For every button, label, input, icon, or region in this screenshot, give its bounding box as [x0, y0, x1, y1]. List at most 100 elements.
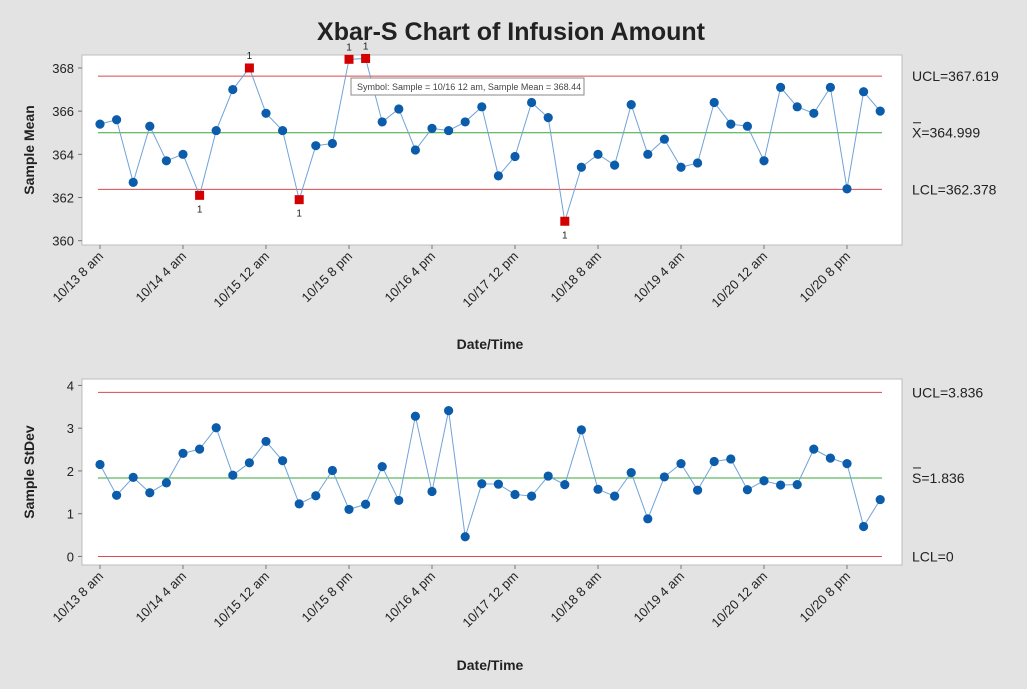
s-data-point — [311, 491, 321, 501]
s-data-point — [178, 448, 188, 458]
s-y-tick-label: 1 — [67, 507, 74, 522]
s-data-point — [112, 490, 122, 500]
xbar-data-point — [709, 97, 719, 108]
s-data-point — [859, 521, 869, 532]
xbar-data-point — [410, 145, 420, 155]
xbar-data-point — [809, 108, 819, 118]
xbar-data-point — [610, 160, 620, 170]
xbar-y-tick-label: 364 — [52, 147, 74, 162]
xbar-y-tick-label: 368 — [52, 61, 74, 76]
xbar-flag-label: 1 — [296, 209, 302, 220]
xbar-flag-label: 1 — [363, 41, 369, 52]
xbar-data-point — [576, 162, 587, 172]
xbar-data-point — [427, 123, 437, 134]
xbar-data-point — [327, 138, 337, 149]
s-y-tick-label: 2 — [67, 464, 74, 479]
xbar-data-point — [112, 115, 122, 125]
s-lcl-label: LCL=0 — [912, 548, 954, 564]
s-data-point — [278, 456, 288, 466]
s-y-tick-label: 0 — [67, 549, 74, 564]
s-data-point — [792, 480, 802, 490]
xbar-flag-label: 1 — [197, 204, 203, 215]
s-data-point — [161, 478, 171, 488]
s-data-point — [726, 454, 736, 464]
s-data-point — [444, 406, 454, 416]
s-data-point — [693, 485, 703, 495]
xbar-data-point — [493, 171, 503, 181]
s-data-point — [626, 468, 636, 478]
data-tooltip: Symbol: Sample = 10/16 12 am, Sample Mea… — [350, 77, 585, 96]
s-data-point — [211, 423, 221, 433]
xbar-data-point — [859, 87, 869, 97]
s-data-point — [477, 479, 487, 489]
s-data-point — [825, 453, 836, 463]
s-plot-area — [81, 378, 903, 566]
xbar-data-point — [842, 184, 852, 194]
s-y-axis-label: Sample StDev — [21, 425, 37, 519]
xbar-data-point — [776, 82, 786, 92]
xbar-data-point — [875, 106, 885, 116]
s-y-tick-label: 3 — [67, 421, 74, 436]
s-data-point — [145, 488, 155, 498]
s-data-point — [195, 444, 205, 454]
s-data-point — [228, 470, 238, 480]
s-y-tick-label: 4 — [67, 378, 74, 393]
s-data-point — [759, 476, 769, 486]
s-data-point — [576, 425, 587, 435]
xbar-series-line — [99, 57, 881, 222]
xbar-data-point — [278, 125, 288, 136]
xbar-data-point — [510, 151, 520, 162]
xbar-y-axis-label: Sample Mean — [21, 105, 37, 194]
xbar-data-point — [95, 119, 105, 129]
xbar-y-tick-label: 362 — [52, 191, 74, 206]
s-data-point — [361, 499, 371, 509]
xbar-data-point — [161, 156, 171, 166]
xbar-lcl-label: LCL=362.378 — [912, 181, 997, 197]
s-data-point — [294, 499, 304, 509]
xbar-data-point — [145, 121, 155, 131]
xbar-data-point — [211, 125, 221, 136]
s-data-point — [410, 411, 420, 421]
s-data-point — [128, 472, 138, 482]
xbar-out-of-control-point — [361, 53, 371, 63]
xbar-data-point — [742, 121, 753, 131]
xbar-flag-label: 1 — [247, 51, 253, 62]
xbar-out-of-control-point — [244, 63, 254, 73]
s-data-point — [659, 472, 670, 482]
xbar-data-point — [643, 149, 653, 159]
xbar-data-point — [178, 149, 188, 159]
s-data-point — [742, 485, 753, 495]
xbar-flag-label: 1 — [346, 42, 352, 53]
s-data-point — [676, 459, 686, 469]
xbar-y-tick-label: 360 — [52, 234, 74, 249]
xbar-data-point — [825, 82, 836, 92]
xbar-data-point — [477, 102, 487, 112]
tooltip-box — [350, 77, 585, 96]
xbar-center-label: X=364.999 — [912, 125, 980, 141]
s-data-point — [543, 471, 553, 481]
s-data-point — [493, 479, 503, 489]
xbar-data-point — [261, 108, 271, 118]
xbar-data-point — [460, 117, 470, 127]
s-data-point — [377, 462, 387, 472]
s-data-point — [643, 514, 653, 524]
xbar-data-point — [593, 149, 603, 159]
xbar-data-point — [693, 158, 703, 168]
xbar-data-point — [626, 100, 636, 110]
s-data-point — [244, 458, 254, 468]
xbar-data-point — [726, 119, 736, 129]
s-data-point — [875, 494, 885, 505]
xbar-out-of-control-point — [294, 195, 304, 205]
xbar-data-point — [543, 113, 553, 123]
xbar-data-point — [377, 117, 387, 127]
s-data-point — [527, 491, 537, 501]
tooltip-text: Symbol: Sample = 10/16 12 am, Sample Mea… — [357, 82, 581, 92]
s-data-point — [261, 436, 271, 447]
xbar-data-point — [128, 177, 138, 187]
s-data-point — [776, 480, 786, 490]
xbar-data-point — [676, 162, 686, 172]
xbar-data-point — [444, 125, 454, 136]
xbar-data-point — [228, 84, 238, 95]
s-data-point — [593, 484, 603, 494]
